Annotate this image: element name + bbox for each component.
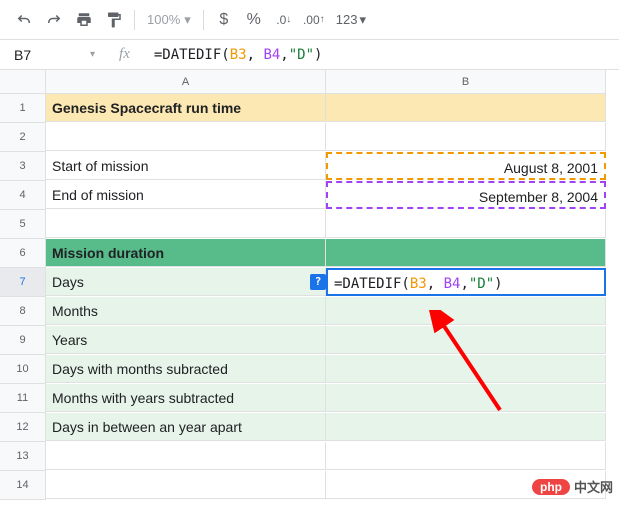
print-icon[interactable] xyxy=(70,6,98,34)
name-box[interactable]: B7 xyxy=(0,47,80,63)
formula-ref2: B4 xyxy=(263,47,280,63)
undo-icon[interactable] xyxy=(10,6,38,34)
col-header[interactable]: B xyxy=(326,70,606,94)
name-box-dropdown-icon[interactable]: ▾ xyxy=(80,49,105,60)
row-header[interactable]: 5 xyxy=(0,210,46,239)
redo-icon[interactable] xyxy=(40,6,68,34)
cell[interactable] xyxy=(46,123,326,151)
cell[interactable]: End of mission xyxy=(46,181,326,209)
row-header[interactable]: 14 xyxy=(0,471,46,500)
zoom-select[interactable]: 100% ▾ xyxy=(141,12,197,28)
formula-prefix: =DATEDIF( xyxy=(154,47,230,63)
cell[interactable] xyxy=(326,239,606,267)
row-header[interactable]: 12 xyxy=(0,413,46,442)
formula-comma2: , xyxy=(280,47,288,63)
cell[interactable]: Months xyxy=(46,297,326,325)
zoom-value: 100% xyxy=(147,12,180,27)
cell[interactable]: Start of mission xyxy=(46,152,326,180)
row-header[interactable]: 10 xyxy=(0,355,46,384)
formula-comma1: , xyxy=(247,47,264,63)
cell[interactable]: August 8, 2001 xyxy=(326,152,606,180)
cell[interactable] xyxy=(46,210,326,238)
row-header[interactable]: 7 xyxy=(0,268,46,297)
watermark-text: 中文网 xyxy=(574,477,613,496)
cell[interactable]: Mission duration xyxy=(46,239,326,267)
formula-bar[interactable]: =DATEDIF(B3, B4,"D") xyxy=(144,47,619,63)
row-header[interactable]: 6 xyxy=(0,239,46,268)
cell[interactable] xyxy=(46,442,326,470)
cell[interactable] xyxy=(326,413,606,441)
formula-suffix: ) xyxy=(314,47,322,63)
row-header[interactable]: 4 xyxy=(0,181,46,210)
cell[interactable] xyxy=(46,471,326,499)
number-format-select[interactable]: 123 ▾ xyxy=(330,12,372,28)
row-header[interactable]: 8 xyxy=(0,297,46,326)
divider xyxy=(203,10,204,30)
row-header[interactable]: 3 xyxy=(0,152,46,181)
row-header[interactable]: 9 xyxy=(0,326,46,355)
cell[interactable]: Genesis Spacecraft run time xyxy=(46,94,326,122)
row-header[interactable]: 1 xyxy=(0,94,46,123)
percent-button[interactable]: % xyxy=(240,6,268,34)
cell[interactable] xyxy=(326,442,606,470)
watermark-logo: php xyxy=(532,479,570,495)
chevron-down-icon: ▾ xyxy=(359,12,366,28)
cell[interactable] xyxy=(326,94,606,122)
increase-decimal-button[interactable]: .00↑ xyxy=(300,6,328,34)
col-header[interactable]: A xyxy=(46,70,326,94)
formula-str: "D" xyxy=(289,47,314,63)
divider xyxy=(134,10,135,30)
formula-bar-row: B7 ▾ fx =DATEDIF(B3, B4,"D") xyxy=(0,40,619,70)
cell[interactable]: Days with months subracted xyxy=(46,355,326,383)
decrease-decimal-button[interactable]: .0↓ xyxy=(270,6,298,34)
num-fmt-label: 123 xyxy=(336,12,358,27)
cell[interactable]: Years xyxy=(46,326,326,354)
formula-hint-icon[interactable]: ? xyxy=(310,274,326,290)
row-header[interactable]: 13 xyxy=(0,442,46,471)
corner[interactable] xyxy=(0,70,46,94)
cell[interactable] xyxy=(326,384,606,412)
formula-ref1: B3 xyxy=(230,47,247,63)
toolbar: 100% ▾ $ % .0↓ .00↑ 123 ▾ xyxy=(0,0,619,40)
paint-format-icon[interactable] xyxy=(100,6,128,34)
cell[interactable]: September 8, 2004 xyxy=(326,181,606,209)
cell[interactable] xyxy=(326,326,606,354)
chevron-down-icon: ▾ xyxy=(184,12,191,28)
cell[interactable] xyxy=(326,210,606,238)
spreadsheet-grid[interactable]: AB 1Genesis Spacecraft run time23Start of… xyxy=(0,70,619,500)
currency-button[interactable]: $ xyxy=(210,6,238,34)
row-header[interactable]: 11 xyxy=(0,384,46,413)
cell[interactable]: Months with years subtracted xyxy=(46,384,326,412)
cell[interactable] xyxy=(326,297,606,325)
active-cell[interactable]: ?=DATEDIF(B3, B4,"D") xyxy=(326,268,606,296)
fx-icon: fx xyxy=(105,46,144,63)
cell[interactable] xyxy=(326,123,606,151)
watermark: php 中文网 xyxy=(532,477,613,496)
cell[interactable] xyxy=(326,355,606,383)
row-header[interactable]: 2 xyxy=(0,123,46,152)
cell[interactable]: Days in between an year apart xyxy=(46,413,326,441)
cell[interactable]: Days xyxy=(46,268,326,296)
